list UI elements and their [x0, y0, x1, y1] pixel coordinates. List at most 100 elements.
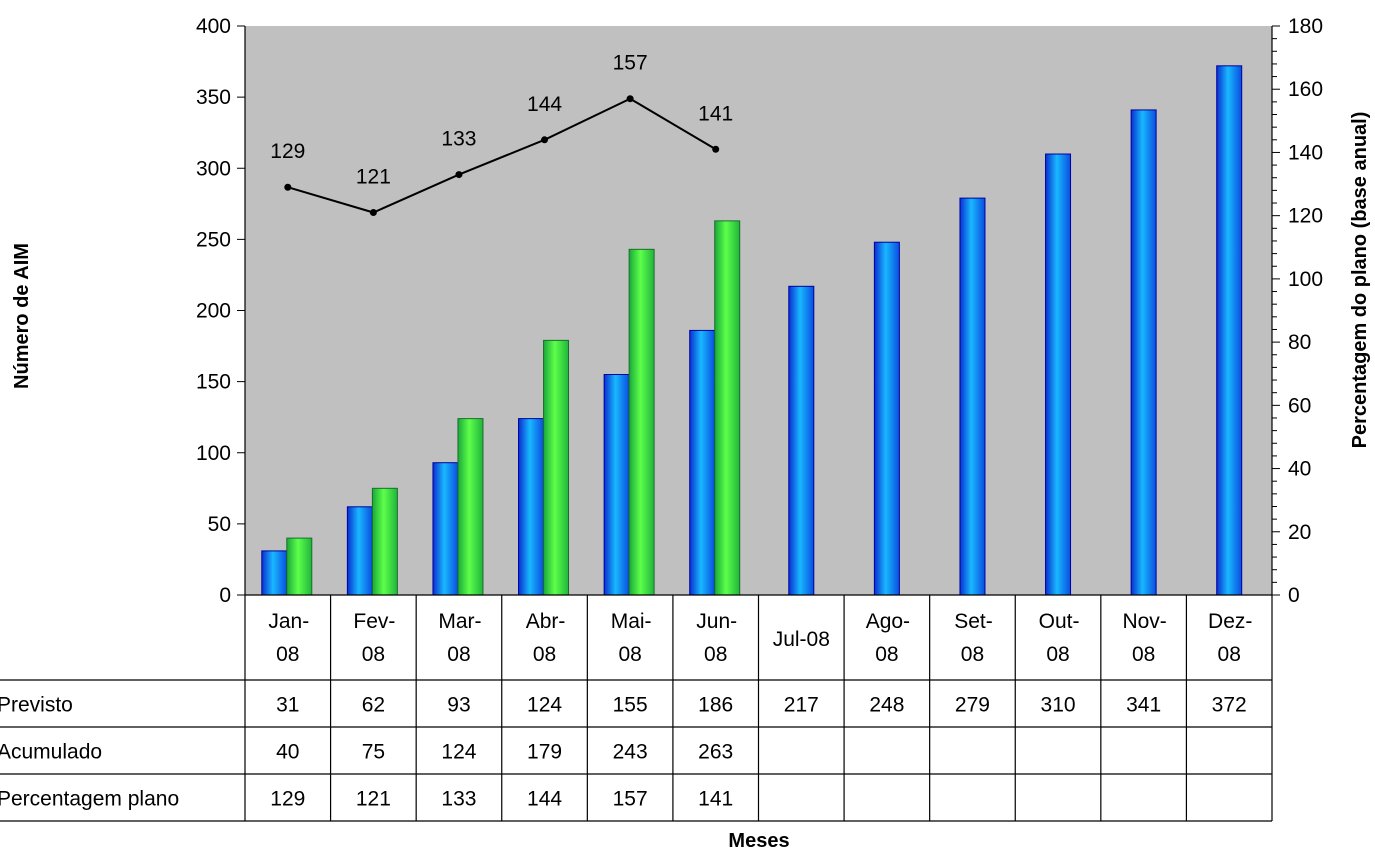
bar-previsto-8	[959, 197, 986, 596]
line-point-5	[712, 145, 720, 153]
category-label-3-line-1: 08	[533, 643, 556, 666]
line-point-3	[541, 136, 549, 144]
bar-acumulado-2	[457, 418, 484, 596]
table-row-label-1: Acumulado	[0, 741, 102, 764]
category-label-11-line-1: 08	[1218, 643, 1241, 666]
category-label-5-line-0: Jun-	[696, 610, 737, 633]
y2-tick-label-120: 120	[1288, 205, 1323, 228]
table-cell-0-5: 186	[698, 694, 733, 717]
line-point-1	[369, 209, 377, 217]
line-percentagem-plano	[287, 97, 717, 214]
y-tick-label-250: 250	[196, 228, 231, 251]
table-cell-1-3: 179	[527, 741, 562, 764]
table-cell-2-4: 157	[613, 788, 648, 811]
table-cell-0-3: 124	[527, 694, 562, 717]
y2-tick-label-140: 140	[1288, 141, 1323, 164]
table-cell-0-11: 372	[1212, 694, 1247, 717]
category-label-10-line-0: Nov-	[1122, 610, 1166, 633]
category-label-9-line-1: 08	[1046, 643, 1069, 666]
bar-previsto-9	[1045, 153, 1072, 596]
table-cell-0-6: 217	[784, 694, 819, 717]
category-label-2-line-0: Mar-	[438, 610, 481, 633]
line-point-2	[455, 171, 463, 179]
bar-previsto-3	[518, 418, 545, 596]
y2-tick-label-40: 40	[1288, 458, 1311, 481]
table-cell-0-1: 62	[362, 694, 385, 717]
bar-acumulado-4	[628, 248, 655, 596]
bar-previsto-6	[788, 285, 815, 596]
table-cell-0-10: 341	[1126, 694, 1161, 717]
category-label-3-line-0: Abr-	[526, 610, 566, 633]
category-label-9-line-0: Out-	[1039, 610, 1080, 633]
y2-tick-label-100: 100	[1288, 268, 1323, 291]
category-label-4-line-0: Mai-	[611, 610, 652, 633]
y2-tick-label-80: 80	[1288, 331, 1311, 354]
category-label-10-line-1: 08	[1132, 643, 1155, 666]
table-cell-2-2: 133	[441, 788, 476, 811]
y-tick-label-50: 50	[208, 513, 231, 536]
table-cell-0-2: 93	[447, 694, 470, 717]
line-point-4	[626, 95, 634, 103]
bar-acumulado-0	[286, 537, 313, 596]
table-cell-0-0: 31	[276, 694, 299, 717]
bar-previsto-7	[873, 241, 900, 596]
table-cell-1-5: 263	[698, 741, 733, 764]
table-cell-1-0: 40	[276, 741, 299, 764]
bar-previsto-4	[603, 374, 630, 596]
y2-tick-label-0: 0	[1288, 584, 1300, 607]
bar-previsto-0	[261, 550, 288, 596]
y-tick-label-100: 100	[196, 442, 231, 465]
data-label-3: 144	[527, 93, 562, 116]
table-cell-0-8: 279	[955, 694, 990, 717]
bar-acumulado-1	[371, 487, 398, 596]
y-tick-label-150: 150	[196, 371, 231, 394]
table-cell-1-2: 124	[441, 741, 476, 764]
data-label-1: 121	[356, 166, 391, 189]
bar-acumulado-3	[543, 339, 570, 596]
category-label-5-line-1: 08	[704, 643, 727, 666]
table-cell-2-3: 144	[527, 788, 562, 811]
category-label-7-line-1: 08	[875, 643, 898, 666]
category-label-8-line-0: Set-	[954, 610, 993, 633]
data-label-4: 157	[613, 52, 648, 75]
table-cell-0-7: 248	[869, 694, 904, 717]
line-point-0	[284, 183, 292, 191]
y-axis-title: Número de AIM	[11, 243, 33, 389]
bar-previsto-2	[432, 462, 459, 596]
y2-tick-label-60: 60	[1288, 394, 1311, 417]
table-cell-2-1: 121	[356, 788, 391, 811]
category-label-0-line-1: 08	[276, 643, 299, 666]
category-label-11-line-0: Dez-	[1208, 610, 1252, 633]
bar-acumulado-5	[714, 220, 741, 596]
x-axis-title: Meses	[728, 830, 789, 849]
data-label-2: 133	[441, 128, 476, 151]
data-label-0: 129	[270, 140, 305, 163]
category-label-1-line-1: 08	[362, 643, 385, 666]
y2-axis-title: Percentagem do plano (base anual)	[1349, 112, 1371, 449]
category-label-4-line-1: 08	[618, 643, 641, 666]
category-label-1-line-0: Fev-	[353, 610, 395, 633]
bar-previsto-11	[1216, 65, 1243, 596]
table-cell-0-9: 310	[1041, 694, 1076, 717]
table-cell-1-1: 75	[362, 741, 385, 764]
bar-previsto-5	[689, 329, 716, 596]
y2-tick-label-180: 180	[1288, 15, 1323, 38]
category-label-6: Jul-08	[773, 628, 830, 651]
category-label-7-line-0: Ago-	[866, 610, 910, 633]
y-tick-label-300: 300	[196, 157, 231, 180]
bar-previsto-1	[346, 506, 373, 596]
y-tick-label-400: 400	[196, 15, 231, 38]
plot-area	[245, 26, 1272, 595]
y-tick-label-350: 350	[196, 86, 231, 109]
y-tick-label-200: 200	[196, 300, 231, 323]
data-label-5: 141	[698, 102, 733, 125]
table-cell-0-4: 155	[613, 694, 648, 717]
category-label-2-line-1: 08	[447, 643, 470, 666]
bar-previsto-10	[1130, 109, 1157, 596]
table-row-label-0: Previsto	[0, 694, 73, 717]
y-tick-label-0: 0	[219, 584, 231, 607]
table-cell-1-4: 243	[613, 741, 648, 764]
y2-tick-label-160: 160	[1288, 78, 1323, 101]
y2-tick-label-20: 20	[1288, 521, 1311, 544]
